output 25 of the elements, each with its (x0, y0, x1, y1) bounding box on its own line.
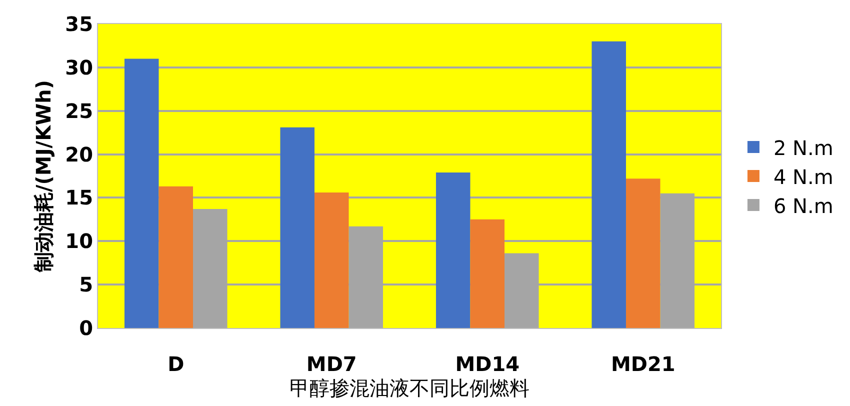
bar (592, 41, 626, 328)
x-tick-label: MD14 (455, 352, 520, 376)
y-axis-title: 制动油耗/(MJ/KWh) (32, 80, 56, 274)
y-tick-label: 5 (79, 272, 93, 297)
y-tick-label: 20 (65, 142, 93, 166)
x-tick-label: MD21 (610, 352, 676, 376)
x-axis-title: 甲醇掺混油液不同比例燃料 (290, 376, 530, 400)
y-tick-label: 10 (65, 229, 93, 254)
bar (314, 192, 349, 328)
y-tick-label: 0 (79, 316, 93, 340)
bar (436, 172, 470, 328)
bar (626, 178, 660, 328)
x-tick-label: MD7 (306, 352, 357, 376)
x-tick-label: D (168, 352, 184, 376)
bar (470, 219, 505, 328)
bar (158, 186, 194, 328)
bar (280, 127, 314, 328)
bar (124, 58, 159, 328)
y-tick-label: 25 (65, 98, 93, 123)
legend-label: 4 N.m (773, 164, 834, 189)
y-tick-label: 30 (65, 55, 93, 80)
y-tick-label: 15 (65, 186, 93, 210)
y-tick-label: 35 (65, 12, 93, 36)
legend-label: 6 N.m (773, 194, 834, 218)
legend-label: 2 N.m (773, 136, 834, 160)
